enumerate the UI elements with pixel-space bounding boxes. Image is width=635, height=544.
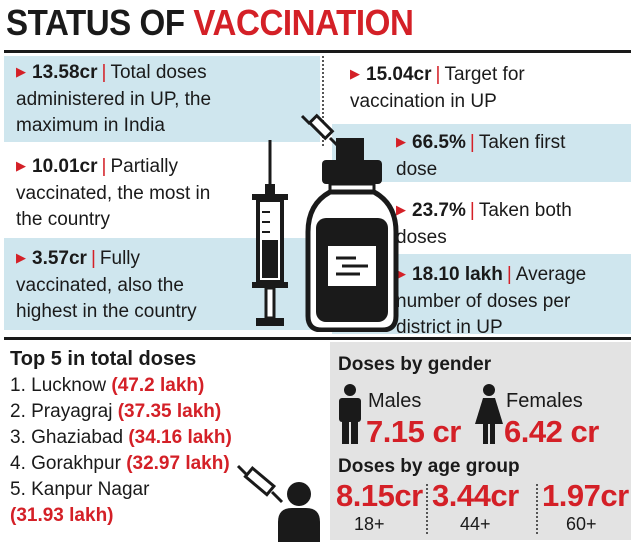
- males-value: 7.15 cr: [366, 414, 461, 449]
- stat-value: 18.10 lakh: [412, 264, 503, 285]
- stat-value: 23.7%: [412, 200, 466, 221]
- top5-title: Top 5 in total doses: [10, 348, 197, 370]
- vaccine-vial-icon: [305, 138, 399, 332]
- section-divider: [4, 337, 631, 340]
- male-icon: [339, 384, 361, 444]
- list-item: 2. Prayagraj (37.35 lakh): [10, 401, 222, 422]
- pointer-icon: ▶: [16, 250, 26, 265]
- pointer-icon: ▶: [16, 158, 26, 173]
- age-title: Doses by age group: [338, 456, 520, 477]
- stat-total-doses: ▶ 13.58cr | Total doses administered in UP,…: [16, 60, 316, 139]
- females-value: 6.42 cr: [504, 414, 599, 449]
- age-value-44: 3.44cr: [432, 478, 519, 513]
- band-stat-1: [4, 56, 320, 142]
- pointer-icon: ▶: [396, 266, 406, 281]
- stat-first-dose: ▶ 66.5% | Taken first dose: [396, 130, 630, 183]
- title-rule: [4, 50, 631, 53]
- top5-panel: Top 5 in total doses 1. Lucknow (47.2 la…: [10, 348, 330, 529]
- stat-fully-vaccinated: ▶ 3.57cr | Fully vaccinated, also the highe…: [16, 246, 316, 325]
- list-item: 5. Kanpur Nagar: [10, 479, 150, 500]
- title-part1: STATUS OF: [6, 2, 185, 43]
- pointer-icon: ▶: [396, 202, 406, 217]
- age-value-60: 1.97cr: [542, 478, 629, 513]
- list-item: 1. Lucknow (47.2 lakh): [10, 375, 205, 396]
- column-divider: [322, 56, 324, 146]
- person-icon: [278, 482, 320, 542]
- stat-target: ▶ 15.04cr | Target for vaccination in UP: [350, 62, 630, 115]
- list-item: 3. Ghaziabad (34.16 lakh): [10, 427, 232, 448]
- title-part2: VACCINATION: [193, 2, 414, 43]
- syringe-icon: [252, 140, 288, 326]
- males-label: Males: [368, 390, 422, 412]
- stat-value: 10.01cr: [32, 156, 98, 177]
- gender-age-panel: [330, 342, 631, 540]
- gender-title: Doses by gender: [338, 354, 492, 375]
- small-syringe-icon: [300, 113, 340, 148]
- female-icon: [475, 384, 503, 444]
- age-label-18: 18+: [354, 514, 385, 534]
- stat-value: 66.5%: [412, 132, 466, 153]
- age-divider: [536, 484, 538, 534]
- stat-value: 13.58cr: [32, 62, 98, 83]
- pointer-icon: ▶: [396, 134, 406, 149]
- list-item: 4. Gorakhpur (32.97 lakh): [10, 453, 230, 474]
- list-item-value: (31.93 lakh): [10, 505, 114, 526]
- stat-avg-per-district: ▶ 18.10 lakh | Average number of doses per …: [396, 262, 630, 341]
- stat-both-doses: ▶ 23.7% | Taken both doses: [396, 198, 630, 251]
- females-label: Females: [506, 390, 583, 412]
- pointer-icon: ▶: [350, 66, 360, 81]
- age-label-44: 44+: [460, 514, 491, 534]
- stat-partially-vaccinated: ▶ 10.01cr | Partially vaccinated, the most …: [16, 154, 316, 233]
- age-label-60: 60+: [566, 514, 597, 534]
- pointer-icon: ▶: [16, 64, 26, 79]
- stat-value: 3.57cr: [32, 248, 87, 269]
- age-value-18: 8.15cr: [336, 478, 423, 513]
- page-title: STATUS OF VACCINATION: [6, 2, 414, 44]
- small-syringe-icon: [236, 464, 284, 504]
- stat-value: 15.04cr: [366, 64, 432, 85]
- age-divider: [426, 484, 428, 534]
